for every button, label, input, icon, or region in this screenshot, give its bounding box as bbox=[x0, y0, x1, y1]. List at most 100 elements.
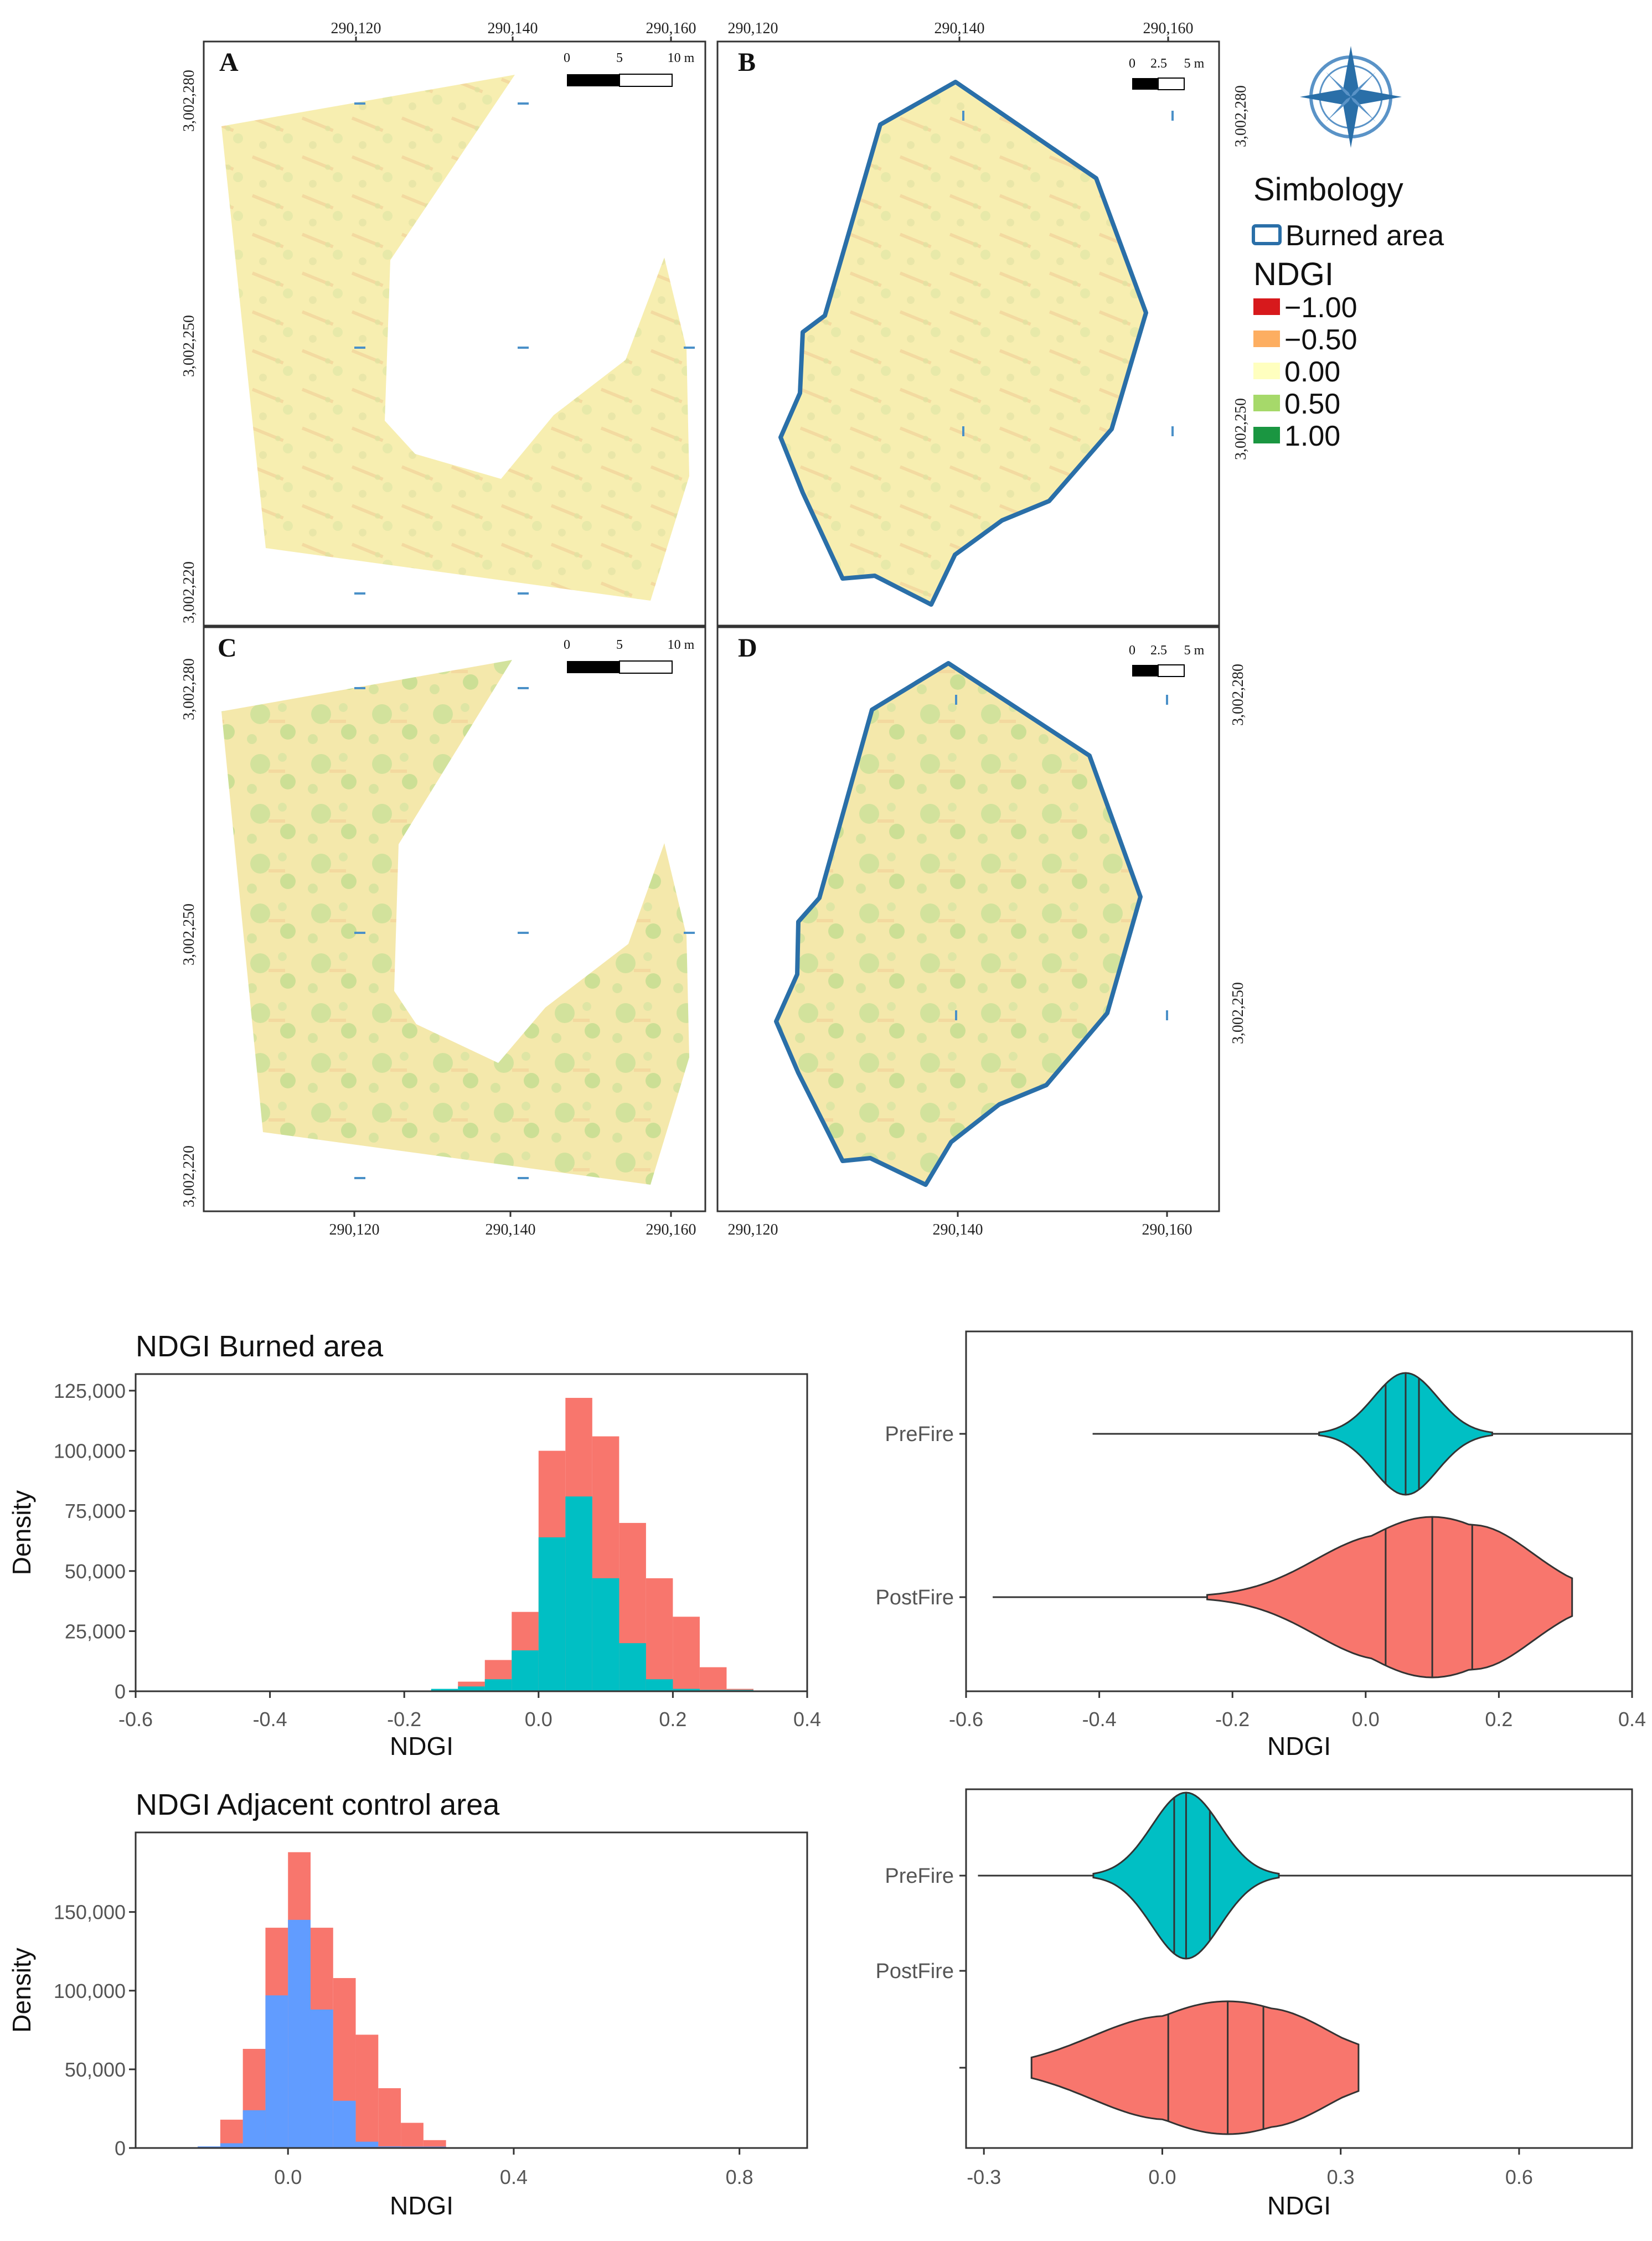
map-right-y-ticks-b: 3,002,280 3,002,250 bbox=[1232, 85, 1250, 460]
histogram-bar bbox=[512, 1650, 539, 1691]
x-axis-label: NDGI bbox=[1267, 1732, 1331, 1760]
y-tick-label: 75,000 bbox=[65, 1500, 126, 1522]
map-right-y-ticks-d: 3,002,280 3,002,250 bbox=[1230, 664, 1247, 1044]
histogram-bar bbox=[538, 1537, 566, 1691]
x-tick-label: 0.4 bbox=[500, 2166, 528, 2188]
y-tick-label: 0 bbox=[115, 1680, 126, 1703]
map-right-y-tick: 3,002,280 bbox=[1232, 85, 1250, 147]
x-tick-label: -0.2 bbox=[387, 1708, 421, 1731]
map-right-y-tick: 3,002,250 bbox=[1230, 982, 1247, 1044]
map-d-raster bbox=[774, 661, 1143, 1187]
x-tick-label: 0.6 bbox=[1505, 2166, 1533, 2188]
y-tick-label: 100,000 bbox=[54, 1440, 126, 1463]
map-top-x-ticks-left: 290,120 290,140 290,160 bbox=[331, 20, 696, 42]
map-panel-c-frame bbox=[203, 626, 706, 1212]
x-tick-label: -0.6 bbox=[949, 1708, 983, 1731]
histogram-bar bbox=[310, 2009, 333, 2148]
panel-letter-a: A bbox=[219, 48, 239, 77]
histogram-chart-2: NDGI Adjacent control area 0.0 0.4 0.8 0 50,0… bbox=[7, 1788, 808, 2220]
map-top-x-tick: 290,160 bbox=[1143, 20, 1194, 37]
scalebar-label: 0 bbox=[1129, 643, 1135, 658]
legend-label: 0.50 bbox=[1284, 388, 1340, 420]
category-label: PostFire bbox=[876, 1960, 954, 1983]
x-tick-label: -0.2 bbox=[1215, 1708, 1250, 1731]
violin-shape bbox=[1030, 2000, 1360, 2135]
scalebar-label: 5 bbox=[616, 51, 623, 65]
map-left-y-tick: 3,002,220 bbox=[180, 1145, 198, 1207]
x-tick-label: 0.8 bbox=[726, 2166, 753, 2188]
legend-swatch bbox=[1253, 427, 1280, 443]
scalebar-label: 0 bbox=[564, 51, 570, 65]
y-tick-label: 50,000 bbox=[65, 1560, 126, 1583]
legend-burned-label: Burned area bbox=[1286, 220, 1444, 252]
legend-label: −0.50 bbox=[1284, 324, 1357, 356]
scalebar-c: 0 5 10 m bbox=[564, 638, 695, 674]
scalebar-label: 2.5 bbox=[1150, 56, 1167, 71]
histogram-bar bbox=[423, 2140, 446, 2148]
scalebar-label: 5 m bbox=[1184, 643, 1205, 658]
legend-label: 1.00 bbox=[1284, 420, 1340, 452]
y-tick-label: 100,000 bbox=[54, 1980, 126, 2002]
histogram-bar bbox=[458, 1686, 485, 1691]
map-bottom-x-tick: 290,160 bbox=[646, 1221, 696, 1238]
legend-swatch bbox=[1253, 331, 1280, 347]
x-tick-label: 0.0 bbox=[525, 1708, 553, 1731]
x-tick-label: 0.3 bbox=[1327, 2166, 1355, 2188]
histogram-bar bbox=[431, 1689, 458, 1691]
panel-letter-c: C bbox=[218, 633, 237, 663]
panel-letter-d: D bbox=[738, 633, 757, 663]
histogram-bar bbox=[484, 1679, 512, 1691]
map-bottom-x-tick: 290,140 bbox=[486, 1221, 536, 1238]
map-c-raster bbox=[221, 660, 689, 1185]
histogram-bar bbox=[242, 2110, 266, 2148]
category-label: PostFire bbox=[876, 1586, 954, 1609]
charts-area: NDGI Burned area -0.6 -0.4 -0.2 0.0 0.2 0.4 0 25… bbox=[7, 1330, 1646, 2220]
map-b-raster bbox=[778, 80, 1148, 607]
x-tick-label: 0.4 bbox=[793, 1708, 821, 1731]
map-top-x-tick: 290,140 bbox=[488, 20, 538, 37]
scalebar-label: 10 m bbox=[668, 638, 695, 652]
map-top-x-tick: 290,140 bbox=[935, 20, 985, 37]
scalebar-label: 0 bbox=[564, 638, 570, 652]
map-left-y-tick: 3,002,280 bbox=[180, 658, 198, 720]
compass-rose-icon bbox=[1300, 46, 1402, 148]
chart-frame bbox=[135, 1373, 808, 1692]
scalebar-d: 0 2.5 5 m bbox=[1129, 643, 1205, 677]
map-left-y-ticks-a: 3,002,280 3,002,250 3,002,220 bbox=[180, 70, 198, 623]
legend-swatch bbox=[1253, 363, 1280, 379]
map-panel-b-frame bbox=[716, 40, 1220, 627]
x-axis-label: NDGI bbox=[390, 1732, 453, 1760]
scalebar-label: 5 bbox=[616, 638, 623, 652]
x-axis-label: NDGI bbox=[390, 2191, 453, 2220]
map-left-y-ticks-c: 3,002,280 3,002,250 3,002,220 bbox=[180, 658, 198, 1207]
chart-frame bbox=[135, 1831, 808, 2149]
scalebar-label: 0 bbox=[1129, 56, 1135, 71]
x-tick-label: -0.6 bbox=[118, 1708, 153, 1731]
histogram-bar bbox=[220, 2143, 243, 2148]
y-axis-label: Density bbox=[7, 1490, 36, 1575]
chart-title: NDGI Adjacent control area bbox=[136, 1788, 500, 1821]
x-axis-label: NDGI bbox=[1267, 2191, 1331, 2220]
histogram-bar bbox=[401, 2123, 424, 2148]
map-a-raster bbox=[221, 75, 689, 601]
x-tick-label: 0.2 bbox=[1485, 1708, 1512, 1731]
scalebar-a: 0 5 10 m bbox=[564, 51, 695, 87]
violin-shape bbox=[1206, 1516, 1573, 1679]
x-tick-label: 0.0 bbox=[1352, 1708, 1380, 1731]
map-panel-d-frame bbox=[716, 626, 1220, 1212]
histogram-chart-1: NDGI Burned area -0.6 -0.4 -0.2 0.0 0.2 0.4 0 25… bbox=[7, 1330, 821, 1760]
y-axis-label: Density bbox=[7, 1948, 36, 2032]
map-right-y-tick: 3,002,280 bbox=[1230, 664, 1247, 726]
map-top-x-ticks-right: 290,120 290,140 290,160 bbox=[728, 20, 1194, 42]
scalebar-b: 0 2.5 5 m bbox=[1129, 56, 1205, 90]
histogram-bar bbox=[333, 2100, 356, 2148]
map-bottom-x-tick: 290,160 bbox=[1142, 1221, 1192, 1238]
histogram-bar bbox=[265, 1995, 288, 2148]
map-grid-marks bbox=[354, 102, 1174, 1179]
map-right-y-tick: 3,002,250 bbox=[1232, 398, 1250, 460]
scalebar-label: 2.5 bbox=[1150, 643, 1167, 658]
histogram-bar bbox=[646, 1578, 673, 1691]
category-label: PreFire bbox=[885, 1865, 954, 1888]
map-bottom-x-tick: 290,140 bbox=[933, 1221, 983, 1238]
histogram-bar bbox=[646, 1679, 673, 1691]
